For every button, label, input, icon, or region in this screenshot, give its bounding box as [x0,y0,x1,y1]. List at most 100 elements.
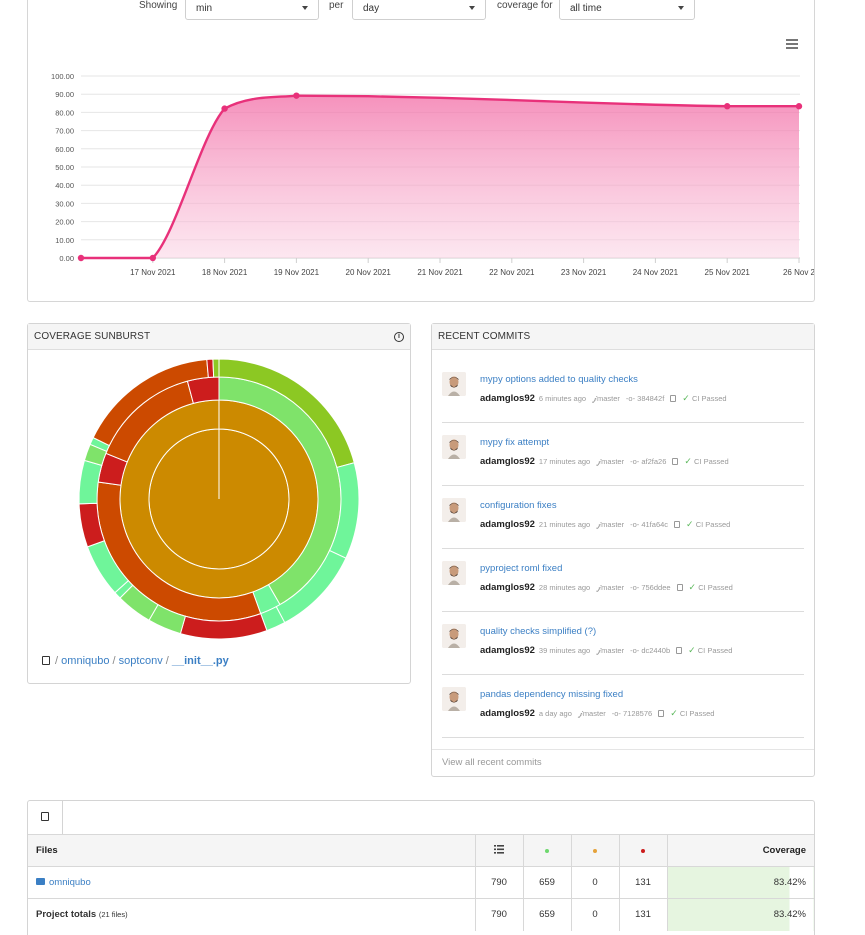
ci-status: CI Passed [698,583,733,592]
commit-time: 6 minutes ago [538,394,587,403]
commit-branch[interactable]: master [596,394,620,403]
commit-message-link[interactable]: pyproject roml fixed [480,563,563,574]
showing-select[interactable]: min [185,0,319,20]
clipboard-icon[interactable] [672,458,679,465]
commit-meta: adamglos92 6 minutes ago 𝒿master -o- 384842… [480,393,727,404]
author-avatar[interactable] [442,372,466,396]
sunburst-segment[interactable] [212,358,220,378]
author-avatar[interactable] [442,498,466,522]
commit-time: 39 minutes ago [538,646,591,655]
recent-commits-title: RECENT COMMITS [432,324,814,350]
commit-branch[interactable]: master [601,457,625,466]
partials-header[interactable] [570,834,619,867]
commit-message-link[interactable]: mypy options added to quality checks [480,374,638,385]
table-row[interactable]: omniqubo 790 659 0 131 83.42% [28,866,814,899]
sunburst-segment[interactable] [148,428,290,570]
commit-sha[interactable]: 384842f [637,394,665,403]
clipboard-icon[interactable] [674,521,681,528]
commit-message-link[interactable]: mypy fix attempt [480,437,550,448]
data-point[interactable] [293,92,300,99]
files-panel: Files Coverage omniqubo 790 659 0 131 83… [27,800,815,935]
author-avatar[interactable] [442,687,466,711]
author-avatar[interactable] [442,435,466,459]
commit-message-link[interactable]: pandas dependency missing fixed [480,689,624,700]
commit-icon: -o- [625,394,636,403]
hit-dot-icon [545,849,549,853]
misses-header[interactable] [618,834,667,867]
commit-author[interactable]: adamglos92 [480,393,535,404]
clipboard-icon[interactable] [676,584,683,591]
x-tick-label: 19 Nov 2021 [274,268,320,277]
chevron-down-icon [678,6,684,10]
commit-sha[interactable]: af2fa26 [641,457,667,466]
commit-branch[interactable]: master [582,709,606,718]
breadcrumb-soptconv[interactable]: soptconv [118,655,163,667]
y-tick-label: 0.00 [59,254,74,263]
per-select[interactable]: day [352,0,486,20]
data-point[interactable] [724,103,731,110]
y-tick-label: 10.00 [55,236,74,245]
commit-meta: adamglos92 39 minutes ago 𝒿master -o- dc244… [480,645,732,656]
check-icon: ✓ [688,582,697,592]
partial-dot-icon [593,849,597,853]
commit-meta: adamglos92 28 minutes ago 𝒿master -o- 756dd… [480,582,733,593]
commit-author[interactable]: adamglos92 [480,708,535,719]
commit-item: quality checks simplified (?) adamglos92 3… [442,612,804,675]
showing-label: Showing [139,0,178,11]
clipboard-icon[interactable] [658,710,665,717]
files-header[interactable]: Files [28,834,475,867]
coverage-cell: 83.42% [666,866,814,899]
data-point[interactable] [149,254,156,262]
totals-row: Project totals (21 files) 790 659 0 131 … [28,898,814,931]
commit-message-link[interactable]: quality checks simplified (?) [480,626,597,637]
ci-status: CI Passed [691,394,727,403]
commit-author[interactable]: adamglos92 [480,645,535,656]
data-point[interactable] [77,254,85,262]
commit-item: pandas dependency missing fixed adamglos9… [442,675,804,738]
sunburst-segment[interactable] [186,376,220,404]
author-avatar[interactable] [442,561,466,585]
lines-header[interactable] [474,834,523,867]
commit-sha[interactable]: 756ddee [641,583,671,592]
coverage-period-select[interactable]: all time [559,0,695,20]
coverage-header[interactable]: Coverage [666,834,814,867]
per-label: per [329,0,344,11]
commit-message-link[interactable]: configuration fixes [480,500,557,511]
x-tick-label: 26 Nov 2 [783,268,814,277]
commit-sha[interactable]: 41fa64c [641,520,669,529]
commit-branch[interactable]: master [601,583,625,592]
clipboard-icon[interactable] [670,395,677,402]
totals-file-count: (21 files) [98,910,128,920]
miss-dot-icon [641,849,645,853]
misses-cell: 131 [618,866,667,899]
folder-link[interactable]: omniqubo [49,877,91,888]
commit-author[interactable]: adamglos92 [480,582,535,593]
hits-header[interactable] [522,834,571,867]
commit-sha[interactable]: dc2440b [641,646,671,655]
commit-sha[interactable]: 7128576 [623,709,653,718]
commit-author[interactable]: adamglos92 [480,519,535,530]
y-tick-label: 40.00 [55,181,74,190]
data-point[interactable] [795,103,803,110]
breadcrumb-omniqubo[interactable]: omniqubo [61,655,110,667]
repo-icon [42,656,50,665]
coverage-sunburst[interactable] [28,351,410,651]
breadcrumb-init-file[interactable]: __init__.py [171,655,229,667]
info-icon[interactable]: i [394,332,404,342]
clipboard-icon[interactable] [676,647,683,654]
author-avatar[interactable] [442,624,466,648]
commit-icon: -o- [630,520,640,529]
commit-branch[interactable]: master [601,520,625,529]
files-tab[interactable] [28,801,63,834]
partials-cell: 0 [570,866,619,899]
commit-author[interactable]: adamglos92 [480,456,535,467]
data-point[interactable] [221,105,228,112]
view-all-commits-link[interactable]: View all recent commits [442,757,542,768]
commit-branch[interactable]: master [601,646,625,655]
x-tick-label: 20 Nov 2021 [346,268,392,277]
sunburst-title: COVERAGE SUNBURST [28,324,410,350]
sunburst-panel: COVERAGE SUNBURST i / omniqubo / soptcon… [27,323,411,684]
chart-menu-icon[interactable] [786,39,798,49]
check-icon: ✓ [682,393,690,403]
files-table: Files Coverage omniqubo 790 659 0 131 83… [28,834,814,931]
